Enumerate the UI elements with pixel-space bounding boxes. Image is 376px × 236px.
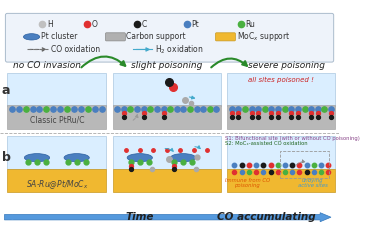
- Text: severe poisoning: severe poisoning: [248, 61, 325, 70]
- Text: Time: Time: [126, 212, 154, 222]
- Bar: [227, 73, 335, 106]
- Text: H: H: [47, 20, 53, 29]
- Text: b: b: [2, 151, 11, 164]
- Bar: [7, 73, 106, 106]
- Text: S1: Bifunctional site (with or without CO poisoning): S1: Bifunctional site (with or without C…: [226, 136, 360, 141]
- FancyArrow shape: [5, 213, 331, 222]
- FancyBboxPatch shape: [5, 13, 334, 62]
- Text: O: O: [92, 20, 98, 29]
- Text: SA-Ru@Pt/MoC$_x$: SA-Ru@Pt/MoC$_x$: [26, 178, 88, 191]
- Text: MoC$_x$ support: MoC$_x$ support: [237, 30, 291, 43]
- Bar: [113, 73, 221, 106]
- Bar: [7, 105, 106, 129]
- Bar: [113, 105, 221, 129]
- Text: H$_2$ oxidation: H$_2$ oxidation: [155, 43, 204, 56]
- Text: a: a: [2, 84, 10, 97]
- Bar: [113, 136, 221, 169]
- Bar: [227, 169, 335, 192]
- Ellipse shape: [23, 34, 40, 40]
- Text: CO accumulating: CO accumulating: [217, 212, 315, 222]
- Text: C: C: [142, 20, 147, 29]
- Text: Pt cluster: Pt cluster: [41, 32, 78, 41]
- Text: CO oxidation: CO oxidation: [52, 45, 100, 54]
- Text: slight poisoning: slight poisoning: [131, 61, 203, 70]
- Bar: [113, 169, 221, 192]
- Text: undying
active sites: undying active sites: [298, 177, 328, 188]
- Text: all sites poisoned !: all sites poisoned !: [249, 77, 314, 83]
- Bar: [227, 105, 335, 129]
- Text: Ru: Ru: [245, 20, 255, 29]
- Text: Immune from CO
poisoning: Immune from CO poisoning: [224, 177, 270, 188]
- Bar: [7, 136, 106, 169]
- Text: Pt: Pt: [191, 20, 199, 29]
- Bar: [227, 136, 335, 169]
- FancyBboxPatch shape: [215, 33, 235, 41]
- Text: Classic PtRu/C: Classic PtRu/C: [30, 115, 84, 124]
- Bar: [280, 151, 329, 178]
- Ellipse shape: [170, 154, 196, 162]
- Text: Carbon support: Carbon support: [126, 32, 186, 41]
- Ellipse shape: [127, 154, 152, 162]
- Ellipse shape: [24, 154, 50, 162]
- Bar: [7, 169, 106, 192]
- Text: S2: MoCₓ-assisted CO oxidation: S2: MoCₓ-assisted CO oxidation: [226, 141, 308, 146]
- Text: no CO invasion: no CO invasion: [13, 61, 81, 70]
- Ellipse shape: [64, 154, 89, 162]
- FancyBboxPatch shape: [106, 33, 125, 41]
